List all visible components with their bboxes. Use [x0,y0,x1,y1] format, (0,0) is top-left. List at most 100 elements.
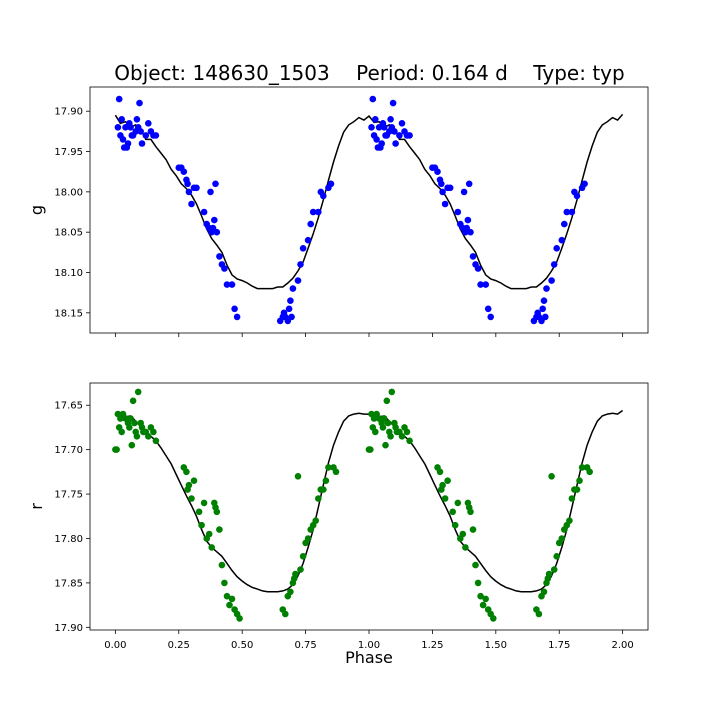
g-data-point [115,95,123,103]
y-tick-label: 17.65 [54,401,83,412]
title-object: Object: 148630_1503 [114,61,329,85]
g-data-point [297,261,304,268]
g-data-point [152,132,160,139]
g-data-point [327,180,335,188]
g-data-point [548,277,555,284]
r-data-point [576,477,583,485]
x-tick-label: 0.25 [168,640,190,651]
r-data-point [200,499,208,507]
g-data-point [380,124,388,131]
r-data-point [223,592,231,600]
r-data-point [118,428,125,436]
r-data-point [304,535,312,542]
g-data-point [212,180,219,188]
g-data-point [299,245,307,252]
g-data-point [438,180,445,188]
r-data-point [459,530,467,538]
g-data-point [446,184,454,192]
g-band-panel: 17.90 17.95 18.00 18.05 18.10 18.15 g [27,86,649,337]
r-data-point [568,495,576,502]
r-data-point [535,610,543,618]
r-data-point [213,508,221,516]
g-data-point [464,216,472,224]
g-data-point [469,253,477,260]
x-tick-label: 1.00 [358,640,380,651]
r-data-point [454,499,462,507]
g-data-point [474,265,482,272]
g-data-point [289,285,297,292]
g-data-point [285,305,293,313]
r-data-point [205,530,213,538]
g-data-point [568,208,576,216]
g-data-point [543,285,550,292]
r-data-point [462,544,469,551]
g-data-point [207,188,214,196]
r-data-point [195,508,203,516]
r-data-point [467,508,474,516]
r-data-point [188,495,195,502]
y-tick-label: 17.95 [54,147,83,158]
g-data-point [200,208,208,216]
g-data-point [539,305,546,313]
g-data-point [138,140,146,147]
r-axis-label: r [27,503,46,510]
r-data-point [185,481,193,489]
title-type: Type: typ [532,61,624,85]
x-tick-label: 1.75 [548,640,570,651]
g-data-point [127,124,134,131]
r-data-point [477,592,484,600]
g-data-point [465,180,473,188]
r-data-point [406,437,413,445]
g-model-curve [114,113,624,290]
g-data-point [406,132,413,139]
r-data-point [367,446,374,453]
r-data-point [282,610,289,618]
g-data-point [213,228,221,236]
r-data-point [221,579,228,587]
g-data-point [221,265,228,272]
r-data-point [449,508,457,516]
r-data-point [332,468,340,476]
r-data-point [472,561,479,569]
y-tick-label: 17.85 [54,578,83,589]
y-tick-label: 18.00 [54,187,83,198]
x-tick-label: 0.00 [104,640,126,651]
g-data-point [307,220,315,228]
g-data-point [467,228,474,236]
g-data-point [188,200,195,208]
r-data-point [152,437,160,445]
y-tick-label: 18.10 [54,268,83,279]
r-data-point [380,415,388,422]
x-tick-label: 2.00 [612,640,634,651]
r-data-point [372,428,379,436]
g-data-point [223,281,231,288]
r-data-point [320,486,327,493]
g-data-point [581,180,588,188]
g-data-point [389,99,397,107]
g-data-point [233,313,241,321]
g-data-point [180,168,188,175]
x-axis-label: Phase [345,648,393,667]
r-data-point [384,419,392,427]
r-data-point [382,441,389,449]
x-tick-label: 1.50 [485,640,507,651]
y-tick-label: 17.90 [54,107,83,118]
g-data-point [542,313,549,321]
g-data-point [563,208,571,216]
r-data-point [482,595,490,603]
r-data-point [545,570,553,578]
r-data-point [190,477,198,485]
x-tick-label: 1.25 [421,640,443,651]
g-data-point [441,200,449,208]
g-data-point [211,216,218,224]
r-data-point [540,588,548,596]
r-data-point [469,526,477,533]
y-tick-label: 18.05 [54,228,83,239]
r-data-point [441,495,449,502]
g-data-point [573,192,581,200]
r-data-point [126,424,133,431]
title-period: Period: 0.164 d [356,61,508,85]
g-data-point [185,188,193,196]
g-data-point [550,261,558,268]
g-data-point [184,180,191,188]
